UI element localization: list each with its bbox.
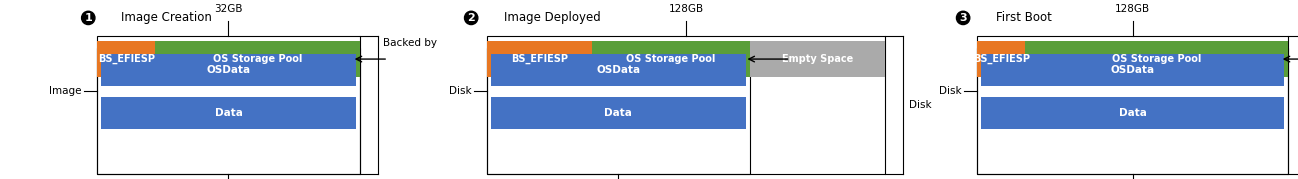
Text: First Boot: First Boot	[996, 11, 1051, 24]
Text: 128GB: 128GB	[1115, 4, 1150, 14]
Text: OSData: OSData	[596, 65, 640, 75]
Text: OSData: OSData	[1111, 65, 1154, 75]
Bar	[487, 48, 750, 174]
Bar	[977, 48, 1288, 174]
Text: OS Storage Pool: OS Storage Pool	[1112, 54, 1201, 64]
Text: OS Storage Pool: OS Storage Pool	[213, 54, 302, 64]
Text: BS_EFIESP: BS_EFIESP	[97, 54, 154, 64]
Text: Data: Data	[214, 108, 243, 118]
Text: 1: 1	[84, 13, 92, 23]
Bar	[487, 36, 885, 174]
Bar	[977, 36, 1288, 174]
Bar	[97, 48, 360, 174]
Text: 128GB: 128GB	[668, 4, 704, 14]
Text: Disk: Disk	[909, 100, 931, 110]
Text: 2: 2	[467, 13, 475, 23]
Text: Empty Space: Empty Space	[781, 54, 853, 64]
Text: Disk: Disk	[449, 86, 471, 96]
Bar	[491, 54, 746, 86]
Text: BS_EFIESP: BS_EFIESP	[974, 54, 1029, 64]
Bar	[101, 97, 356, 129]
Text: Image Creation: Image Creation	[121, 11, 212, 24]
Text: OSData: OSData	[206, 65, 251, 75]
Bar	[981, 97, 1284, 129]
Text: Disk: Disk	[940, 86, 962, 96]
Bar	[97, 41, 154, 77]
Text: Data: Data	[1119, 108, 1146, 118]
Bar	[750, 41, 885, 77]
Text: Image: Image	[49, 86, 82, 96]
Text: Image Deployed: Image Deployed	[504, 11, 601, 24]
Bar	[981, 54, 1284, 86]
Text: 32GB: 32GB	[214, 4, 243, 14]
Bar	[1025, 41, 1288, 77]
Text: Data: Data	[605, 108, 632, 118]
Bar	[491, 97, 746, 129]
Bar	[977, 41, 1025, 77]
Bar	[592, 41, 750, 77]
Text: BS_EFIESP: BS_EFIESP	[511, 54, 569, 64]
Bar	[154, 41, 360, 77]
Text: Backed by: Backed by	[383, 38, 437, 48]
Bar	[101, 54, 356, 86]
Text: OS Storage Pool: OS Storage Pool	[627, 54, 715, 64]
Bar	[97, 36, 360, 174]
Bar	[487, 41, 592, 77]
Text: 3: 3	[959, 13, 967, 23]
